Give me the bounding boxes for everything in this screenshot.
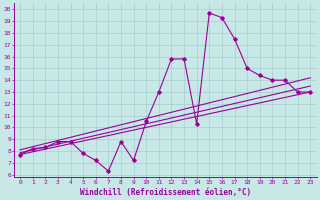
X-axis label: Windchill (Refroidissement éolien,°C): Windchill (Refroidissement éolien,°C) <box>80 188 251 197</box>
